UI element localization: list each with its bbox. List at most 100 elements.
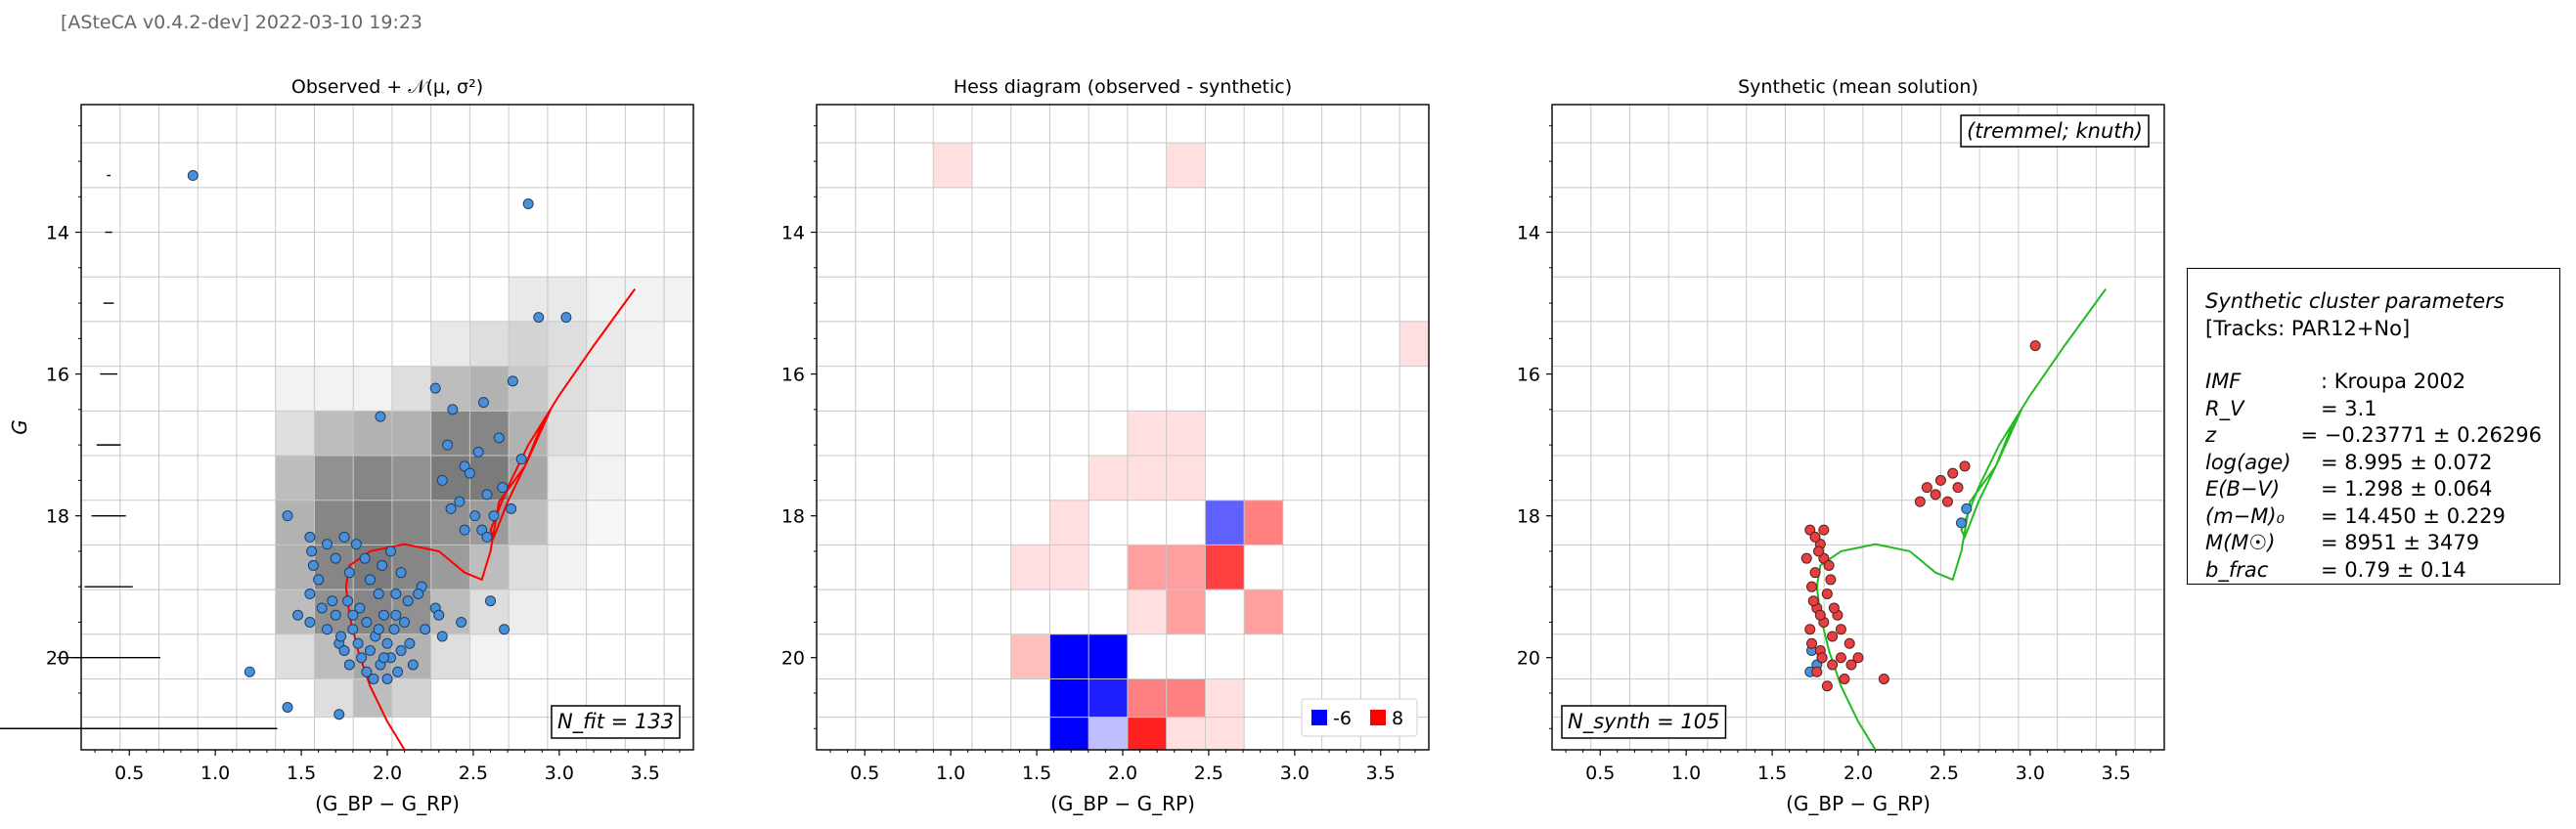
observed-star: [481, 489, 493, 501]
observed-star: [347, 609, 359, 621]
synthetic-binary-star: [1814, 609, 1826, 621]
density-cell: [509, 589, 548, 634]
x-tick-label: 3.5: [631, 763, 660, 784]
param-name: M(M☉): [2205, 531, 2276, 554]
synthetic-binary-star: [1809, 567, 1821, 579]
y-tick-label: 20: [46, 648, 69, 670]
x-tick-label: 2.5: [459, 763, 488, 784]
param-row: log(age) = 8.995 ± 0.072: [2205, 450, 2542, 477]
observed-star: [361, 616, 373, 628]
density-cell: [391, 411, 431, 457]
param-value: = 14.450 ± 0.229: [2321, 503, 2506, 528]
synthetic-binary-star: [1947, 467, 1959, 479]
hess-cell: [1166, 456, 1206, 501]
density-cell: [314, 411, 354, 457]
hess-cell: [1088, 717, 1128, 750]
observed-star: [395, 567, 407, 579]
synthetic-binary-star: [1818, 524, 1830, 536]
x-tick-label: 0.5: [850, 763, 879, 784]
synthetic-binary-star: [1800, 552, 1812, 564]
params-tracks: [Tracks: PAR12+No]: [2205, 316, 2411, 340]
observed-star: [343, 567, 355, 579]
synthetic-binary-star: [1807, 595, 1819, 607]
observed-star: [506, 502, 517, 514]
hess-cell: [1166, 717, 1206, 750]
density-cell: [391, 678, 431, 718]
density-cell: [625, 277, 665, 322]
observed-star: [354, 602, 366, 614]
annotation-label: N_synth = 105: [1568, 710, 1719, 734]
observed-star: [436, 631, 448, 642]
density-cell: [391, 500, 431, 545]
synthetic-binary-star: [1914, 496, 1926, 507]
hess-cell: [1205, 500, 1245, 545]
observed-star: [368, 673, 379, 684]
param-row: IMF: Kroupa 2002: [2205, 369, 2542, 396]
y-tick-label: 18: [46, 506, 69, 528]
observed-star: [350, 539, 362, 550]
param-name: (m−M)₀: [2205, 503, 2285, 528]
hess-cell: [1205, 678, 1245, 718]
hess-cell: [1166, 545, 1206, 590]
x-tick-label: 3.0: [545, 763, 574, 784]
synthetic-binary-star: [1878, 673, 1889, 684]
observed-star: [485, 595, 497, 607]
observed-star: [316, 602, 328, 614]
x-tick-label: 2.5: [1930, 763, 1959, 784]
x-tick-label: 3.0: [1280, 763, 1310, 784]
observed-star: [388, 624, 400, 635]
observed-star: [377, 559, 388, 571]
legend-label-max: 8: [1392, 708, 1403, 729]
param-value: = 3.1: [2321, 396, 2377, 420]
observed-star: [304, 531, 316, 543]
synthetic-binary-star: [1816, 652, 1828, 664]
observed-star: [187, 170, 199, 182]
annotation-box: [1561, 705, 1727, 739]
y-tick-label: 16: [781, 365, 805, 386]
observed-star: [469, 510, 481, 522]
hess-cell: [1010, 545, 1050, 590]
hess-cell: [1244, 589, 1283, 634]
app-header: [ASteCA v0.4.2-dev] 2022-03-10 19:23: [61, 12, 423, 33]
density-cell: [314, 366, 354, 412]
panel-observed: 0.5 1.0 1.5 2.0 2.5 3.0 3.5 14 16 18 20 Observed + …: [0, 76, 694, 815]
param-row: (m−M)₀ = 14.450 ± 0.229: [2205, 503, 2542, 531]
synthetic-binary-star: [2029, 340, 2041, 352]
observed-star: [373, 624, 384, 635]
param-name: E(B−V): [2205, 477, 2281, 501]
observed-star: [392, 666, 404, 677]
density-cell: [469, 366, 510, 412]
plot-frame: [816, 104, 1430, 751]
synthetic-binary-star: [1827, 631, 1839, 642]
observed-star: [356, 652, 368, 664]
hess-cell: [1049, 717, 1089, 750]
observed-star: [282, 510, 293, 522]
synthetic-binary-star: [1835, 652, 1846, 664]
hess-cell: [1049, 500, 1089, 545]
density-cell: [314, 678, 354, 718]
observed-star: [476, 524, 488, 536]
observed-star: [488, 510, 500, 522]
hess-cell: [1049, 678, 1089, 718]
hess-cell: [1166, 411, 1206, 457]
observed-star: [352, 637, 364, 649]
density-cell: [275, 456, 315, 501]
x-tick-label: 1.5: [1757, 763, 1787, 784]
observed-star: [321, 624, 333, 635]
x-tick-label: 2.0: [373, 763, 402, 784]
observed-star: [359, 552, 371, 564]
observed-star: [522, 198, 534, 210]
synthetic-binary-star: [1959, 460, 1971, 472]
param-value: = 1.298 ± 0.064: [2321, 477, 2493, 501]
density-cell: [469, 321, 510, 367]
synthetic-binary-star: [1952, 482, 1964, 494]
density-cell: [430, 545, 470, 590]
observed-star: [433, 609, 445, 621]
density-cell: [275, 411, 315, 457]
param-name: log(age): [2205, 450, 2291, 474]
x-tick-label: 3.0: [2016, 763, 2045, 784]
isochrone-curve: [344, 288, 637, 751]
plot-frame: [80, 104, 694, 751]
synthetic-binary-star: [1941, 496, 1953, 507]
